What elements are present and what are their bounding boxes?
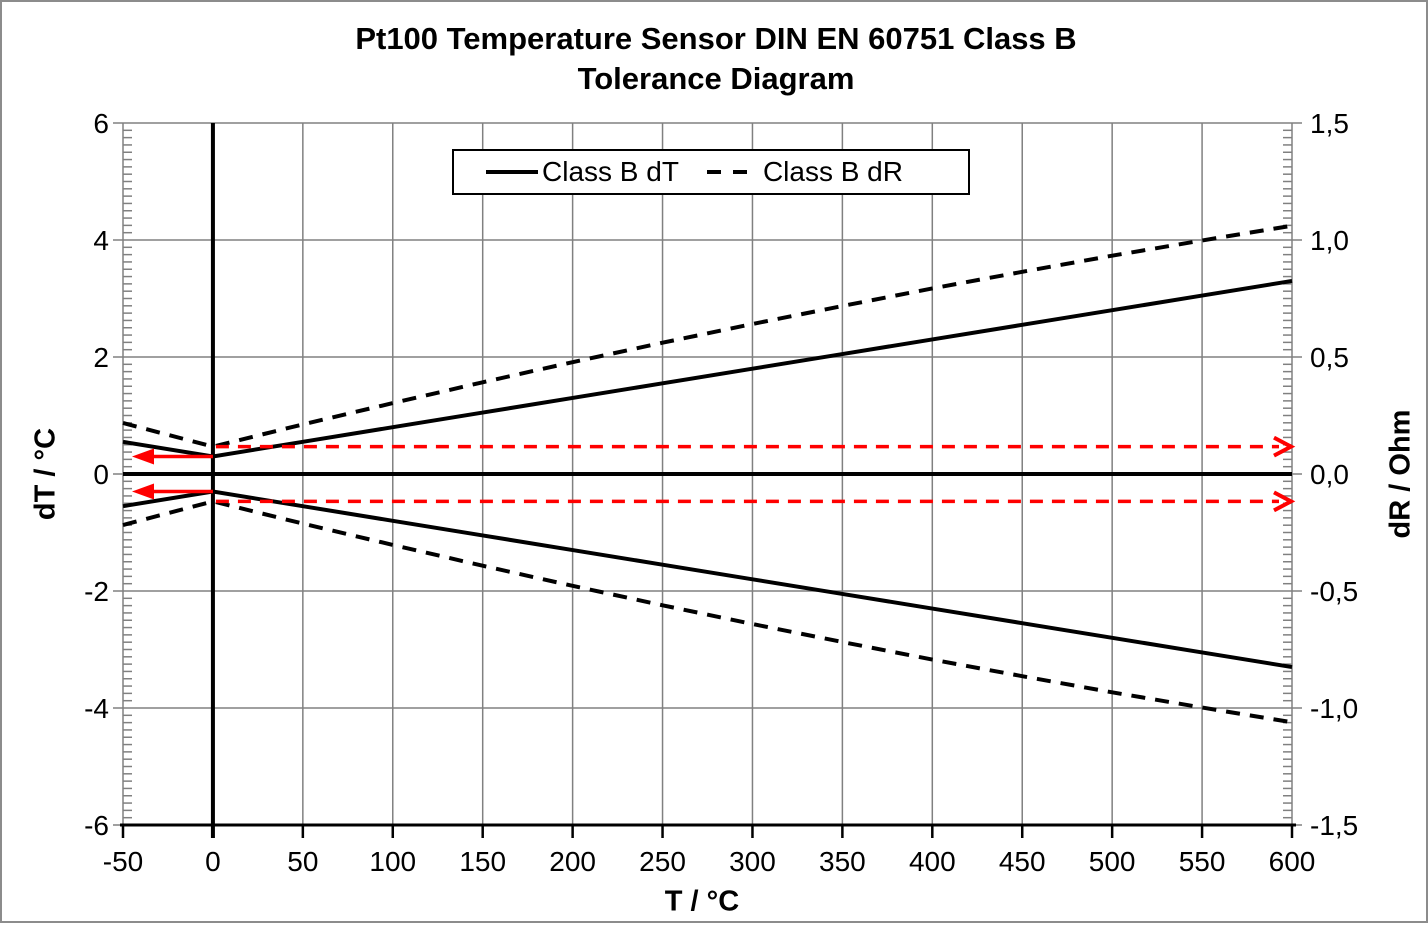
x-tick-label: 450 (999, 846, 1046, 877)
y-right-tick-label: -1,5 (1310, 810, 1358, 841)
y-left-tick-label: 4 (93, 225, 109, 256)
x-tick-label: 350 (819, 846, 866, 877)
x-tick-label: 0 (205, 846, 221, 877)
chart-title-line2: Tolerance Diagram (577, 61, 855, 96)
x-tick-label: 600 (1269, 846, 1316, 877)
x-tick-label: 250 (639, 846, 686, 877)
legend: Class B dT Class B dR (452, 149, 970, 195)
x-axis-title: T / °C (664, 885, 740, 918)
y-left-tick-label: 2 (93, 342, 109, 373)
legend-dashed-line-sample (706, 170, 759, 174)
y-left-tick-label: 6 (93, 108, 109, 139)
y-right-tick-label: 0,0 (1310, 459, 1349, 490)
chart-title-line1: Pt100 Temperature Sensor DIN EN 60751 Cl… (355, 21, 1077, 56)
legend-label-class-b-dt: Class B dT (542, 156, 679, 187)
legend-label-class-b-dr: Class B dR (762, 156, 903, 187)
x-tick-label: 150 (459, 846, 506, 877)
annotation-arrowhead-dr-tolerance-arrow-lower (1273, 490, 1296, 513)
x-tick-label: 100 (369, 846, 416, 877)
x-tick-label: 300 (729, 846, 776, 877)
annotation-arrowhead-dt-tolerance-arrow-upper (131, 448, 154, 465)
y-left-tick-label: -4 (84, 693, 109, 724)
x-tick-label: -50 (103, 846, 143, 877)
x-tick-label: 400 (909, 846, 956, 877)
series-class-b-dr-upper (122, 223, 1293, 449)
y-right-tick-label: 1,0 (1310, 225, 1349, 256)
y-right-tick-label: 0,5 (1310, 342, 1349, 373)
legend-solid-line-sample (486, 170, 538, 174)
x-tick-label: 50 (287, 846, 318, 877)
y-right-tick-label: -0,5 (1310, 576, 1358, 607)
y-left-tick-label: 0 (93, 459, 109, 490)
y-axis-left-title: dT / °C (29, 427, 62, 521)
y-axis-right-title: dR / Ohm (1384, 409, 1417, 539)
y-right-tick-label: 1,5 (1310, 108, 1349, 139)
x-tick-label: 500 (1089, 846, 1136, 877)
series-class-b-dt-upper (122, 278, 1293, 459)
annotation-arrowhead-dr-tolerance-arrow-upper (1273, 435, 1296, 458)
series-class-b-dr-lower (122, 499, 1293, 725)
y-left-tick-label: -2 (84, 576, 109, 607)
legend-item-class-b-dt: Class B dT (486, 156, 679, 188)
annotation-arrowhead-dt-tolerance-arrow-lower (131, 483, 154, 500)
x-tick-label: 550 (1179, 846, 1226, 877)
x-tick-label: 200 (549, 846, 596, 877)
y-right-tick-label: -1,0 (1310, 693, 1358, 724)
y-left-tick-label: -6 (84, 810, 109, 841)
series-class-b-dt-lower (122, 489, 1293, 670)
legend-item-class-b-dr: Class B dR (706, 156, 903, 188)
